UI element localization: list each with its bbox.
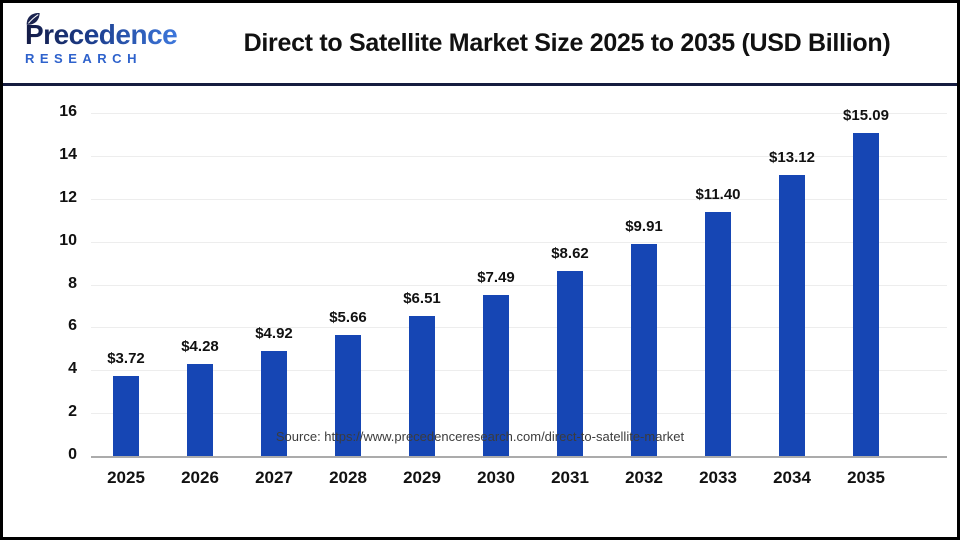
bar-2031 [557,271,583,456]
y-tick-label: 2 [68,403,77,420]
gridline [91,113,947,114]
x-tick-label-2035: 2035 [847,468,885,487]
x-axis-line [91,456,947,458]
bar-2029 [409,316,435,456]
gridline [91,285,947,286]
y-tick-label: 8 [68,275,77,292]
bar-2032 [631,243,657,456]
gridline [91,370,947,371]
bar-value-label-2026: $4.28 [181,338,219,356]
logo-wordmark: Precedence [25,13,178,51]
x-tick-label-2034: 2034 [773,468,811,487]
x-tick-label-2025: 2025 [107,468,145,487]
logo-name-text: Precedence [25,19,178,51]
x-tick-label-2031: 2031 [551,468,589,487]
bar-2034 [779,174,805,456]
bar-value-label-2035: $15.09 [843,106,889,124]
bar-value-label-2032: $9.91 [625,217,663,235]
bar-value-label-2034: $13.12 [769,148,815,166]
y-tick-label: 10 [59,232,77,249]
gridline [91,242,947,243]
bar-value-label-2025: $3.72 [107,350,145,368]
bar-2035 [853,132,879,456]
bar-2028 [335,334,361,456]
x-tick-label-2030: 2030 [477,468,515,487]
bar-chart: 0 2 4 6 8 10 12 14 16 $3.72 2025 $4.28 2026 $4.92 2027… [3,86,957,537]
bar-value-label-2033: $11.40 [695,185,741,203]
x-tick-label-2029: 2029 [403,468,441,487]
x-tick-label-2026: 2026 [181,468,219,487]
gridline [91,327,947,328]
x-tick-label-2032: 2032 [625,468,663,487]
y-tick-label: 4 [68,360,77,377]
bar-value-label-2030: $7.49 [477,269,515,287]
bar-2027 [261,350,287,456]
x-tick-label-2033: 2033 [699,468,737,487]
precedence-research-logo: Precedence RESEARCH [25,13,195,66]
bar-2030 [483,295,509,456]
bar-value-label-2027: $4.92 [255,324,293,342]
bar-2026 [187,364,213,456]
y-tick-label: 0 [68,446,77,463]
y-tick-label: 16 [59,103,77,120]
y-tick-label: 12 [59,189,77,206]
gridline [91,199,947,200]
header: Precedence RESEARCH Direct to Satellite … [3,3,957,83]
bar-value-label-2028: $5.66 [329,308,367,326]
leaf-icon [26,13,40,26]
bar-value-label-2029: $6.51 [403,290,441,308]
x-tick-label-2027: 2027 [255,468,293,487]
x-tick-label-2028: 2028 [329,468,367,487]
gridline [91,156,947,157]
bar-2025 [113,376,139,456]
chart-title: Direct to Satellite Market Size 2025 to … [243,28,891,57]
bar-2033 [705,211,731,456]
gridline [91,413,947,414]
y-tick-label: 14 [59,146,77,163]
logo-subtitle: RESEARCH [25,50,142,66]
header-divider [3,83,957,86]
y-tick-label: 6 [68,317,77,334]
bar-value-label-2031: $8.62 [551,245,589,263]
source-line: Source: https://www.precedenceresearch.c… [275,429,685,444]
